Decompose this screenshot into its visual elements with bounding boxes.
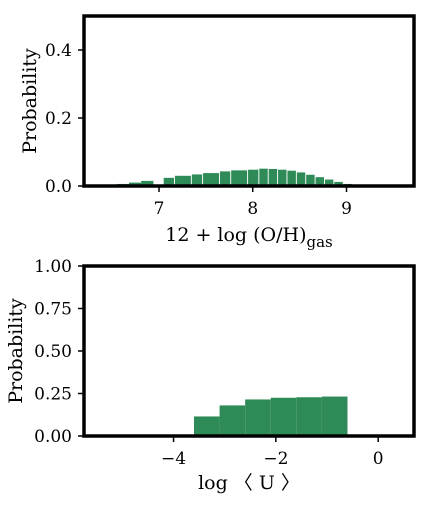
histogram-bar — [321, 396, 348, 436]
histogram-bar — [324, 179, 334, 186]
y-tick-label: 0.4 — [45, 41, 72, 61]
x-tick-label: 9 — [341, 199, 352, 219]
x-tick-label: −2 — [263, 449, 288, 469]
histogram-bar — [194, 416, 220, 436]
y-tick-label: 0.75 — [34, 300, 72, 320]
y-tick-label: 0.50 — [34, 342, 72, 362]
x-axis-label: 12 + log (O/H)gas — [165, 224, 333, 251]
x-tick-label: 7 — [154, 199, 165, 219]
y-tick-label: 0.0 — [45, 177, 72, 197]
x-axis-label-subscript: gas — [307, 233, 333, 251]
histogram-bar — [174, 175, 191, 186]
y-tick-label: 0.00 — [34, 427, 72, 447]
histogram-bar — [219, 405, 246, 436]
histogram-bar — [219, 171, 231, 186]
y-tick-label: 0.2 — [45, 109, 72, 129]
histogram-bar — [306, 174, 315, 186]
histogram-bar — [287, 170, 296, 186]
y-axis-label: Probability — [19, 48, 41, 154]
histogram-bar — [203, 173, 219, 186]
y-tick-label: 0.25 — [34, 385, 72, 405]
x-axis-label: log 〈 U 〉 — [198, 472, 300, 494]
histogram-bar — [163, 177, 174, 186]
x-tick-label: −4 — [161, 449, 186, 469]
histogram-bar — [259, 168, 268, 186]
histogram-bar — [248, 169, 259, 186]
histogram-bar — [270, 397, 297, 436]
plot-frame — [82, 14, 416, 188]
x-tick-label: 0 — [373, 449, 384, 469]
histogram-bar — [334, 181, 343, 186]
histogram-bar — [315, 177, 324, 186]
ionization-histogram-panel: −4 −2 0 0.00 0.25 0.50 0.75 1.00 Probability log … — [5, 257, 416, 494]
histogram-bar — [245, 399, 271, 436]
x-axis-label-main: log 〈 U 〉 — [198, 472, 300, 494]
histogram-bar — [296, 397, 322, 436]
y-axis-label: Probability — [5, 298, 27, 404]
histogram-bar — [296, 172, 306, 186]
histogram-bar — [278, 169, 287, 186]
histogram-bar — [231, 170, 248, 186]
histogram-bar — [191, 174, 203, 186]
x-tick-label: 8 — [247, 199, 258, 219]
y-tick-label: 1.00 — [34, 257, 72, 277]
histogram-bar — [268, 169, 278, 186]
x-axis-label-main: 12 + log (O/H) — [165, 224, 306, 246]
histogram-bar — [141, 180, 154, 186]
